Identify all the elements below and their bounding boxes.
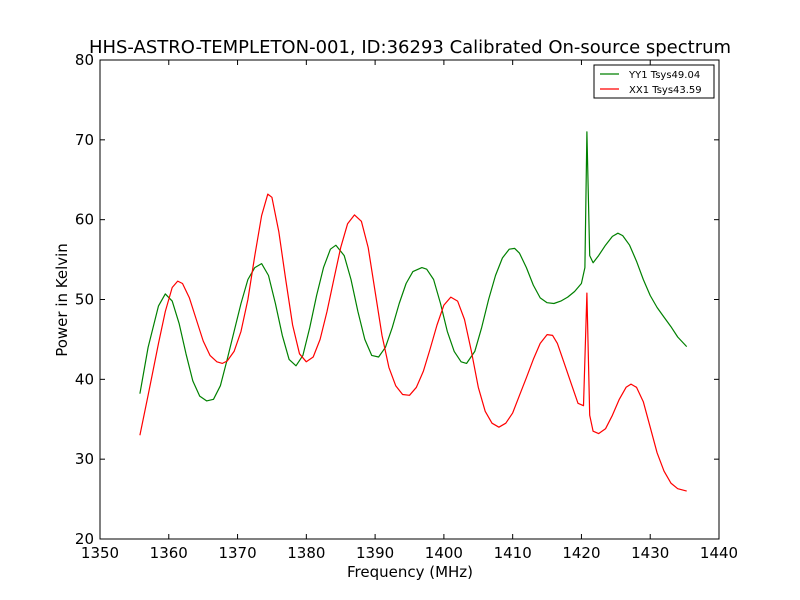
series-layer	[139, 131, 688, 492]
y-tick-label: 20	[75, 530, 94, 548]
series-line-2	[139, 193, 687, 492]
legend: YY1 Tsys49.04 XX1 Tsys43.59	[593, 64, 715, 99]
x-tick-label: 1380	[287, 544, 325, 562]
y-tick-label: 50	[75, 291, 94, 309]
legend-label: XX1 Tsys43.59	[629, 85, 702, 96]
x-tick-label: 1370	[218, 544, 256, 562]
plot-area	[99, 59, 720, 540]
y-tick-label: 40	[75, 370, 94, 388]
x-axis-label: Frequency (MHz)	[347, 563, 473, 581]
y-tick-label: 60	[75, 211, 94, 229]
x-tick-label: 1440	[700, 544, 738, 562]
y-axis-label: Power in Kelvin	[53, 243, 71, 357]
x-tick-label: 1410	[494, 544, 532, 562]
y-tick-label: 80	[75, 51, 94, 69]
legend-label: YY1 Tsys49.04	[628, 70, 700, 81]
y-tick-label: 30	[75, 450, 94, 468]
axis-ticks: 1350 1360 1370 1380 1390 1400 1410 1420 1430 1440…	[75, 51, 738, 562]
y-tick-label: 70	[75, 131, 94, 149]
x-tick-label: 1420	[562, 544, 600, 562]
series-line-1	[139, 131, 688, 402]
x-tick-label: 1390	[356, 544, 394, 562]
x-tick-label: 1400	[425, 544, 463, 562]
x-tick-label: 1430	[631, 544, 669, 562]
x-tick-label: 1350	[81, 544, 119, 562]
x-tick-label: 1360	[150, 544, 188, 562]
legend-box	[593, 64, 715, 99]
chart-title: HHS-ASTRO-TEMPLETON-001, ID:36293 Calibr…	[89, 37, 731, 58]
